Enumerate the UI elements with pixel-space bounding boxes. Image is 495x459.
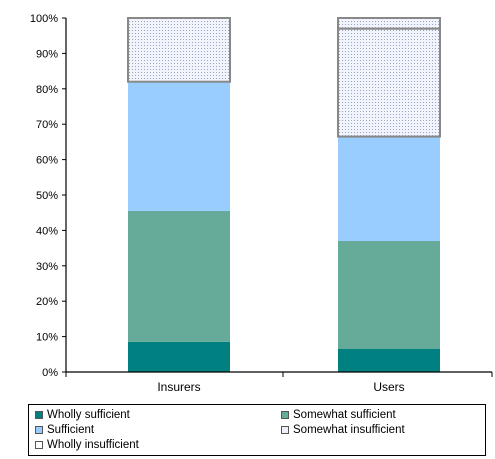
legend: Wholly sufficient Somewhat sufficient Su…	[28, 404, 486, 456]
legend-label: Somewhat sufficient	[293, 409, 396, 421]
y-tick-label: 50%	[36, 190, 58, 202]
legend-label: Wholly sufficient	[47, 409, 130, 421]
legend-item-sufficient: Sufficient	[35, 424, 94, 436]
legend-swatch	[35, 411, 43, 419]
legend-item-somewhat-insufficient: Somewhat insufficient	[281, 424, 405, 436]
legend-label: Somewhat insufficient	[293, 424, 405, 436]
bar-segment-sufficient	[338, 136, 440, 242]
legend-swatch	[281, 426, 289, 434]
y-tick-label: 100%	[30, 13, 58, 25]
y-tick-label: 60%	[36, 155, 58, 167]
bar-segment-somewhat-insufficient	[127, 17, 231, 83]
y-tick-label: 0%	[42, 367, 58, 379]
legend-item-somewhat-sufficient: Somewhat sufficient	[281, 409, 396, 421]
y-tick-label: 30%	[36, 261, 58, 273]
legend-item-wholly-sufficient: Wholly sufficient	[35, 409, 130, 421]
y-axis: 0% 10% 20% 30% 40% 50% 60% 70% 80% 90% 100%	[30, 13, 67, 379]
bar-segment-wholly-sufficient	[128, 341, 230, 372]
y-tick-label: 20%	[36, 296, 58, 308]
legend-swatch	[35, 426, 43, 434]
y-tick-label: 80%	[36, 84, 58, 96]
bars	[127, 17, 441, 372]
x-category-label: Users	[373, 380, 404, 394]
x-axis: Insurers Users	[65, 371, 493, 394]
legend-swatch	[35, 441, 43, 449]
legend-item-wholly-insufficient: Wholly insufficient	[35, 439, 139, 451]
stacked-bar-chart: 0% 10% 20% 30% 40% 50% 60% 70% 80% 90% 100% Insure…	[30, 13, 493, 394]
bar-segment-wholly-insufficient	[337, 17, 441, 30]
y-tick-label: 70%	[36, 119, 58, 131]
y-tick-label: 90%	[36, 48, 58, 60]
bar-stack-insurers	[127, 17, 231, 372]
bar-stack-users	[337, 17, 441, 372]
bar-segment-wholly-sufficient	[338, 348, 440, 372]
bar-segment-somewhat-sufficient	[338, 241, 440, 349]
legend-label: Sufficient	[47, 424, 95, 436]
legend-label: Wholly insufficient	[47, 439, 139, 451]
x-category-label: Insurers	[157, 380, 200, 394]
y-tick-label: 10%	[36, 332, 58, 344]
bar-segment-sufficient	[128, 81, 230, 211]
bar-segment-somewhat-sufficient	[128, 210, 230, 342]
bar-segment-somewhat-insufficient	[337, 27, 441, 138]
y-tick-label: 40%	[36, 225, 58, 237]
legend-swatch	[281, 411, 289, 419]
